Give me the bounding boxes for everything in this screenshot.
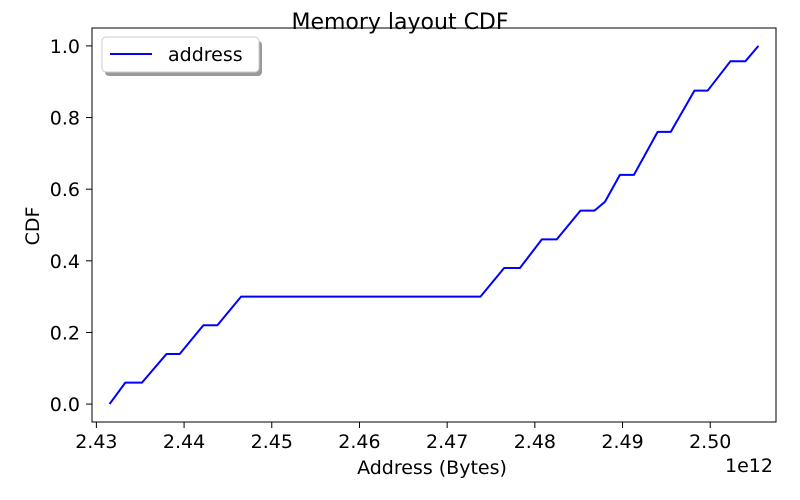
chart-title: Memory layout CDF — [291, 10, 508, 35]
y-axis-label: CDF — [22, 207, 44, 246]
legend: address — [101, 36, 262, 76]
x-tick-label: 2.45 — [251, 431, 293, 453]
series-line-address — [108, 45, 760, 405]
x-axis: 2.43 2.44 2.45 2.46 2.47 2.48 2.49 2.50 — [75, 422, 731, 453]
x-tick-label: 2.44 — [163, 431, 205, 453]
y-tick-label: 0.2 — [50, 322, 80, 344]
y-tick-label: 0.8 — [50, 108, 80, 130]
plot-area — [108, 45, 760, 405]
y-tick-label: 0.0 — [50, 394, 80, 416]
x-tick-label: 2.50 — [689, 431, 731, 453]
legend-label-address: address — [168, 44, 243, 66]
x-tick-label: 2.48 — [514, 431, 556, 453]
legend-box — [101, 36, 260, 73]
x-tick-label: 2.43 — [75, 431, 117, 453]
x-tick-label: 2.46 — [338, 431, 380, 453]
x-tick-label: 2.47 — [426, 431, 468, 453]
x-tick-label: 2.49 — [601, 431, 643, 453]
y-tick-label: 1.0 — [50, 36, 80, 58]
x-axis-label: Address (Bytes) — [357, 457, 507, 479]
y-axis: 0.0 0.2 0.4 0.6 0.8 1.0 — [50, 36, 92, 416]
axes-frame — [91, 27, 777, 423]
y-tick-label: 0.4 — [50, 251, 80, 273]
y-tick-label: 0.6 — [50, 179, 80, 201]
x-axis-offset-label: 1e12 — [725, 455, 773, 477]
